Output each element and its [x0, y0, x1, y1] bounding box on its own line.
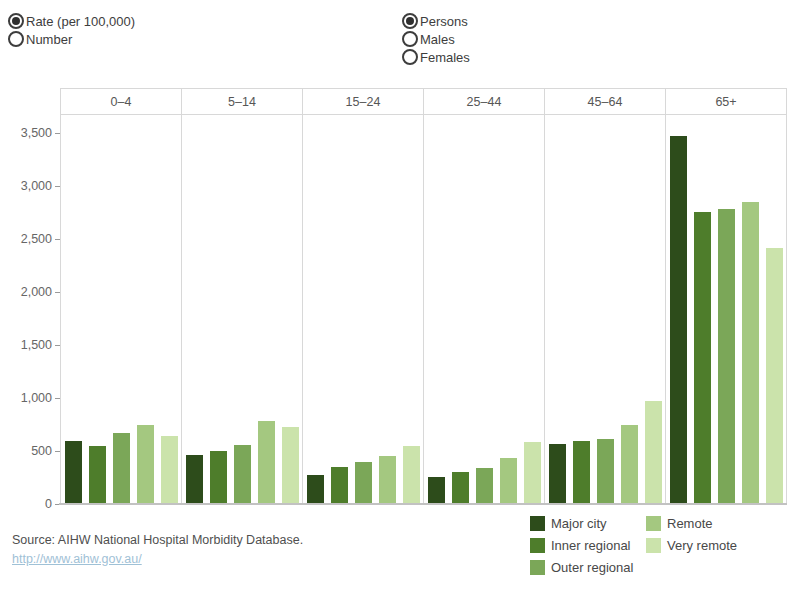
bar-group — [61, 115, 181, 505]
bar-group — [545, 115, 665, 505]
legend-item-very-remote[interactable]: Very remote — [646, 534, 737, 556]
bar-remote-65[interactable] — [742, 202, 759, 505]
age-group-label: 0–4 — [61, 89, 181, 115]
chart-area: 0–45–1415–2425–4445–6465+ — [60, 88, 787, 505]
bar-group — [182, 115, 302, 505]
bar-remote-45-64[interactable] — [621, 425, 638, 505]
legend-label: Remote — [667, 516, 713, 531]
bar-inner-regional-5-14[interactable] — [210, 451, 227, 505]
legend-swatch-icon — [530, 516, 545, 531]
source-link[interactable]: http://www.aihw.gov.au/ — [12, 552, 142, 566]
bar-very-remote-15-24[interactable] — [403, 446, 420, 505]
bar-outer-regional-0-4[interactable] — [113, 433, 130, 505]
bar-inner-regional-65[interactable] — [694, 212, 711, 505]
bar-major-city-0-4[interactable] — [65, 441, 82, 505]
bar-remote-25-44[interactable] — [500, 458, 517, 505]
sex-option-females[interactable]: Females — [402, 48, 470, 66]
bar-inner-regional-15-24[interactable] — [331, 467, 348, 505]
legend-swatch-icon — [530, 560, 545, 575]
bar-major-city-5-14[interactable] — [186, 455, 203, 505]
radio-label: Rate (per 100,000) — [26, 14, 135, 29]
sex-option-persons[interactable]: Persons — [402, 12, 470, 30]
age-group-label: 45–64 — [545, 89, 665, 115]
legend-item-inner-regional[interactable]: Inner regional — [530, 534, 640, 556]
bar-outer-regional-65[interactable] — [718, 209, 735, 505]
legend-label: Very remote — [667, 538, 737, 553]
age-panel-65: 65+ — [666, 89, 787, 505]
legend-swatch-icon — [530, 538, 545, 553]
bar-inner-regional-25-44[interactable] — [452, 472, 469, 505]
bar-remote-15-24[interactable] — [379, 456, 396, 505]
age-group-label: 65+ — [666, 89, 786, 115]
radio-unselected-icon[interactable] — [402, 31, 418, 47]
measure-option-rate-per-100-000[interactable]: Rate (per 100,000) — [8, 12, 135, 30]
radio-label: Persons — [420, 14, 468, 29]
bar-major-city-25-44[interactable] — [428, 477, 445, 505]
y-tick-label-2000: 2,000 — [6, 284, 52, 300]
bar-very-remote-5-14[interactable] — [282, 427, 299, 505]
legend-column: Remote Very remote — [646, 512, 737, 578]
measure-option-number[interactable]: Number — [8, 30, 135, 48]
age-panel-45-64: 45–64 — [545, 89, 666, 505]
legend-swatch-icon — [646, 516, 661, 531]
source-note: Source: AIHW National Hospital Morbidity… — [12, 531, 303, 569]
bar-very-remote-65[interactable] — [766, 248, 783, 505]
y-tick-label-3000: 3,000 — [6, 178, 52, 194]
radio-label: Males — [420, 32, 455, 47]
bar-group — [666, 115, 786, 505]
bar-major-city-65[interactable] — [670, 136, 687, 505]
radio-unselected-icon[interactable] — [8, 31, 24, 47]
radio-unselected-icon[interactable] — [402, 49, 418, 65]
legend-column: Major city Inner regional Outer regional — [530, 512, 640, 578]
bar-outer-regional-15-24[interactable] — [355, 462, 372, 505]
bar-inner-regional-45-64[interactable] — [573, 441, 590, 505]
y-tick-label-1000: 1,000 — [6, 390, 52, 406]
y-tick-label-1500: 1,500 — [6, 337, 52, 353]
sex-radio-group[interactable]: Persons Males Females — [402, 12, 470, 66]
age-panel-0-4: 0–4 — [61, 89, 182, 505]
legend-item-outer-regional[interactable]: Outer regional — [530, 556, 640, 578]
age-group-label: 5–14 — [182, 89, 302, 115]
y-tick-label-0: 0 — [6, 496, 52, 512]
bar-outer-regional-45-64[interactable] — [597, 439, 614, 505]
bar-inner-regional-0-4[interactable] — [89, 446, 106, 505]
measure-radio-group[interactable]: Rate (per 100,000) Number — [8, 12, 135, 48]
radio-selected-icon[interactable] — [8, 13, 24, 29]
age-panel-25-44: 25–44 — [424, 89, 545, 505]
legend-label: Major city — [551, 516, 607, 531]
radio-label: Number — [26, 32, 72, 47]
age-group-label: 25–44 — [424, 89, 544, 115]
age-panel-5-14: 5–14 — [182, 89, 303, 505]
age-panel-15-24: 15–24 — [303, 89, 424, 505]
bar-very-remote-45-64[interactable] — [645, 401, 662, 505]
bar-major-city-45-64[interactable] — [549, 444, 566, 505]
source-text: Source: AIHW National Hospital Morbidity… — [12, 531, 303, 550]
bar-very-remote-0-4[interactable] — [161, 436, 178, 505]
y-tick-label-2500: 2,500 — [6, 231, 52, 247]
bar-group — [303, 115, 423, 505]
bar-outer-regional-25-44[interactable] — [476, 468, 493, 505]
y-tick-label-3500: 3,500 — [6, 125, 52, 141]
sex-option-males[interactable]: Males — [402, 30, 470, 48]
radio-selected-icon[interactable] — [402, 13, 418, 29]
x-axis-line — [59, 503, 787, 505]
legend-swatch-icon — [646, 538, 661, 553]
bar-group — [424, 115, 544, 505]
bar-remote-0-4[interactable] — [137, 425, 154, 505]
legend: Major city Inner regional Outer regional Re… — [530, 512, 737, 578]
legend-label: Inner regional — [551, 538, 631, 553]
legend-item-major-city[interactable]: Major city — [530, 512, 640, 534]
legend-label: Outer regional — [551, 560, 633, 575]
bar-remote-5-14[interactable] — [258, 421, 275, 505]
bar-very-remote-25-44[interactable] — [524, 442, 541, 505]
radio-label: Females — [420, 50, 470, 65]
y-tick-label-500: 500 — [6, 443, 52, 459]
age-group-label: 15–24 — [303, 89, 423, 115]
bar-outer-regional-5-14[interactable] — [234, 445, 251, 505]
legend-item-remote[interactable]: Remote — [646, 512, 737, 534]
bar-major-city-15-24[interactable] — [307, 475, 324, 505]
